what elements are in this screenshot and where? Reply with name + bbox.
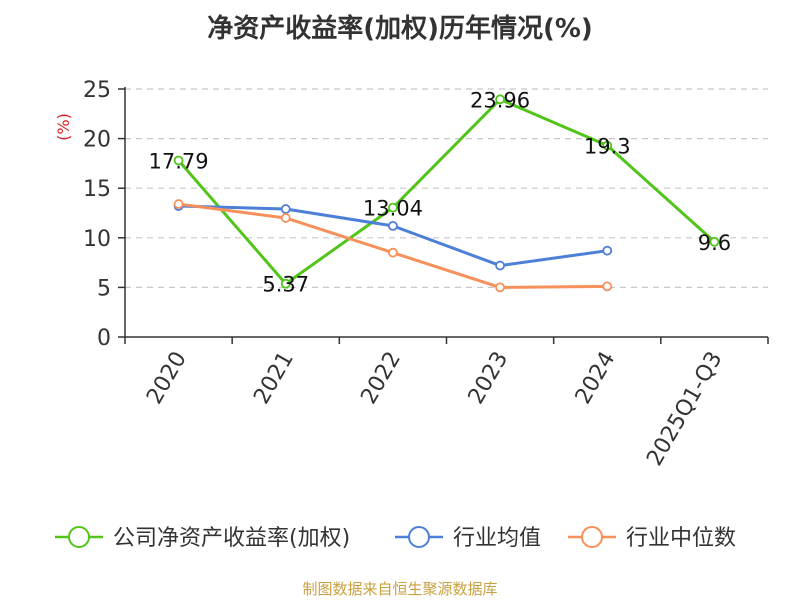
legend-item: 公司净资产收益率(加权) [55,526,350,551]
x-tick-label: 2025Q1-Q3 [642,348,727,471]
data-point [388,247,398,258]
legend-label: 公司净资产收益率(加权) [113,526,350,551]
data-point [709,236,720,247]
legend-marker [408,526,430,548]
y-tick-label: 0 [97,326,111,351]
legend: 公司净资产收益率(加权) 行业均值 行业中位数 [55,526,736,551]
y-axis-label: (%) [54,113,73,141]
data-label-layer: 17.79 5.37 13.04 23.96 19.3 9.6 [149,88,732,296]
grid-layer [125,88,768,288]
axis-layer: 0 5 10 15 20 25 (%) 2020 2021 2022 2023 2024 2025Q1-… [54,78,769,471]
legend-marker [68,526,90,548]
x-tick-label: 2020 [142,348,192,409]
y-tick-label: 25 [83,78,111,103]
x-tick-label: 2022 [356,348,406,409]
y-tick-label: 5 [97,276,111,301]
y-tick-label: 15 [83,177,111,202]
data-label: 9.6 [698,231,731,255]
y-tick-label: 20 [83,128,111,153]
x-tick-label: 2024 [571,348,621,409]
legend-item: 行业均值 [395,526,541,551]
data-point [388,202,398,213]
data-point [388,220,398,231]
data-point [495,260,505,271]
series-layer [173,94,720,293]
data-point [602,245,613,256]
data-point [495,94,505,105]
x-tick-label: 2023 [464,348,514,409]
data-label: 5.37 [262,273,309,297]
data-label: 13.04 [363,197,423,221]
source-note: 制图数据来自恒生聚源数据库 [302,580,498,598]
chart-title: 净资产收益率(加权)历年情况(%) [207,14,593,44]
legend-item: 行业中位数 [568,526,736,551]
data-label: 17.79 [149,150,209,174]
data-point [602,140,613,151]
data-point [280,204,291,214]
legend-label: 行业中位数 [626,526,736,551]
data-point [495,282,505,293]
data-label: 23.96 [470,88,530,112]
data-point [280,213,291,223]
data-point [173,199,184,209]
y-tick-label: 10 [83,227,111,252]
legend-marker [581,526,603,548]
data-label: 19.3 [584,135,631,159]
legend-label: 行业均值 [453,526,541,551]
x-tick-label: 2021 [249,348,299,409]
data-point [602,281,613,292]
data-point [280,278,291,289]
series-line [177,97,716,286]
data-point [173,155,184,166]
